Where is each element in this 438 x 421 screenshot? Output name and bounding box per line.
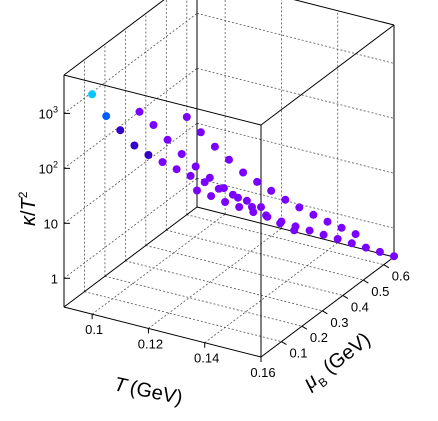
data-point [191,162,200,171]
y-tick [301,325,308,330]
x-tick-label: 0.1 [85,322,103,337]
y-tick-label: 0.3 [330,315,348,330]
gridlines [63,0,395,358]
data-point [277,217,286,226]
grid-line [196,67,395,119]
box-edge [260,24,395,126]
grid-line [196,122,395,174]
data-point [242,196,251,205]
z-tick-label: 103 [39,104,58,121]
data-point [253,177,262,186]
data-point [116,126,125,135]
data-point [319,230,328,239]
data-point [333,235,342,243]
z-tick-label: 1 [51,271,58,286]
data-point [361,243,370,252]
data-point [305,226,314,235]
data-point [149,121,158,129]
data-point [337,223,346,232]
y-tick [322,310,328,315]
data-points [88,90,398,261]
grid-line [166,229,364,281]
grid-line [196,13,395,64]
data-point [249,208,258,217]
y-tick [363,279,369,284]
grid-line [104,275,303,327]
grid-line [204,242,338,344]
data-point [263,212,272,221]
data-point [225,155,233,164]
data-point [390,252,398,261]
data-point [295,203,304,212]
y-tick [383,264,390,269]
data-point [347,239,356,248]
data-point [144,151,153,159]
z-tick-label: 10 [44,216,58,231]
box-edge [260,256,395,358]
data-point [205,173,214,182]
data-point [309,210,318,219]
data-point [193,186,201,195]
data-point [102,112,111,121]
data-point [235,203,244,211]
grid-line [186,214,384,266]
data-point [163,135,172,144]
y-tick-label: 0.1 [289,346,307,361]
data-point [172,165,181,174]
data-point [375,247,384,256]
x-axis-label: T(GeV) [112,373,185,409]
data-point [135,107,144,116]
data-point [257,203,265,212]
data-point [207,192,216,201]
y-tick-label: 0.4 [351,299,369,314]
data-point [210,142,219,151]
grid-line [63,13,198,114]
data-point [221,198,230,206]
grid-line [196,177,395,229]
data-point [267,186,276,195]
grid-line [84,291,282,343]
y-tick-label: 0.2 [310,330,328,345]
data-point [234,193,242,202]
data-point [351,230,360,239]
data-point [219,184,228,193]
z-tick-label: 102 [39,159,58,176]
box-edge [63,206,198,308]
grid-line [63,177,198,279]
x-tick-label: 0.12 [138,336,163,351]
grid-line [63,122,198,224]
y-tick-label: 0.6 [392,269,410,284]
data-point [88,90,97,99]
x-tick-label: 0.14 [194,351,219,366]
data-point [182,113,191,121]
x-tick-label: 0.16 [250,365,275,380]
grid-line [125,260,323,312]
grid-line [63,68,198,169]
data-point [186,171,195,180]
z-axis-label: κ/T2 [16,191,40,226]
data-point [281,195,290,204]
data-point [130,141,139,150]
box-edge [63,306,262,358]
data-point [196,128,205,137]
box-edge [293,0,395,26]
data-point [323,217,332,226]
data-point [177,150,186,158]
data-point [291,222,300,231]
data-point [239,168,248,177]
data-point [158,158,167,167]
axis-ticks: 0.10.120.140.160.10.20.30.40.50.61101021… [39,104,410,380]
y-tick [342,295,349,299]
box-edge [63,0,165,76]
grid-line [145,245,343,296]
plot-box [63,0,395,358]
box-edge [63,74,262,126]
grid-line [91,213,226,315]
y-tick [281,341,287,346]
y-tick-label: 0.5 [371,284,389,299]
